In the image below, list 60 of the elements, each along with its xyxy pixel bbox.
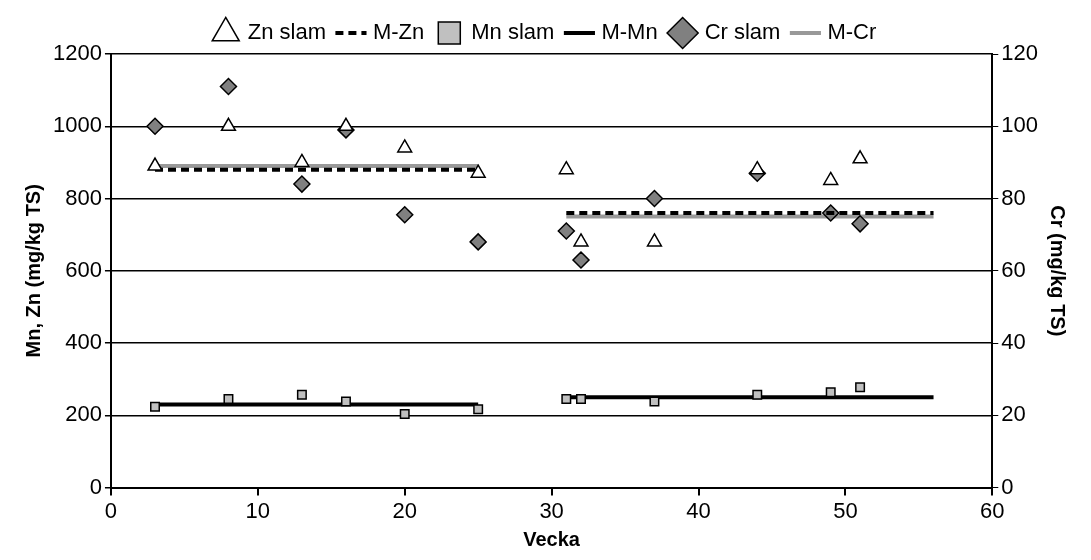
point bbox=[469, 233, 487, 251]
y2-tick-label: 0 bbox=[1001, 473, 1014, 499]
x-tick-label: 50 bbox=[833, 497, 858, 523]
point bbox=[296, 389, 307, 400]
y-tick-label: 200 bbox=[65, 401, 102, 427]
point bbox=[576, 394, 586, 405]
legend-label: Mn slam bbox=[471, 19, 555, 45]
point bbox=[646, 233, 663, 247]
point bbox=[338, 117, 354, 132]
y-tick-label: 600 bbox=[65, 256, 102, 282]
point bbox=[293, 175, 311, 193]
y2-tick-label: 100 bbox=[1001, 112, 1039, 138]
legend-label: M-Zn bbox=[372, 19, 425, 45]
point bbox=[749, 160, 765, 175]
y2-axis-title: Cr (mg/kg TS) bbox=[1047, 205, 1070, 337]
y2-tick-label: 60 bbox=[1001, 256, 1026, 282]
point bbox=[470, 164, 486, 178]
point bbox=[397, 139, 413, 153]
point bbox=[147, 157, 163, 171]
y2-tick-label: 80 bbox=[1001, 184, 1026, 210]
point bbox=[823, 171, 839, 186]
y2-tick-label: 40 bbox=[1001, 329, 1026, 355]
y-axis-title: Mn, Zn (mg/kg TS) bbox=[21, 184, 44, 358]
y-tick-label: 1200 bbox=[52, 40, 102, 66]
y2-tick-label: 20 bbox=[1001, 401, 1026, 427]
point bbox=[852, 150, 868, 164]
x-tick-label: 40 bbox=[686, 497, 711, 523]
point bbox=[573, 233, 589, 247]
point bbox=[340, 396, 351, 407]
legend-label: M-Mn bbox=[601, 19, 658, 45]
legend-label: Cr slam bbox=[704, 19, 781, 45]
point bbox=[473, 404, 484, 415]
point bbox=[294, 153, 310, 168]
point bbox=[561, 394, 572, 405]
legend-label: Zn slam bbox=[247, 19, 326, 45]
x-axis-title: Vecka bbox=[523, 527, 581, 550]
y-tick-label: 800 bbox=[65, 184, 102, 210]
point bbox=[220, 117, 237, 132]
x-tick-label: 10 bbox=[245, 497, 271, 523]
point bbox=[395, 206, 414, 224]
point bbox=[572, 251, 590, 269]
y-tick-label: 1000 bbox=[52, 112, 102, 138]
x-tick-label: 0 bbox=[104, 497, 118, 523]
x-tick-label: 60 bbox=[980, 497, 1005, 523]
point bbox=[851, 215, 869, 233]
point bbox=[150, 401, 160, 412]
point bbox=[752, 389, 763, 400]
point bbox=[399, 408, 410, 419]
x-tick-label: 20 bbox=[392, 497, 417, 523]
y2-tick-label: 120 bbox=[1001, 40, 1039, 66]
point bbox=[855, 382, 866, 393]
y-tick-label: 400 bbox=[65, 329, 102, 355]
point bbox=[557, 222, 576, 240]
legend-label: M-Cr bbox=[827, 19, 877, 45]
x-tick-label: 30 bbox=[539, 497, 564, 523]
y-tick-label: 0 bbox=[89, 473, 102, 499]
point bbox=[146, 117, 164, 136]
point bbox=[645, 189, 664, 208]
point bbox=[558, 160, 574, 175]
point bbox=[219, 77, 238, 96]
